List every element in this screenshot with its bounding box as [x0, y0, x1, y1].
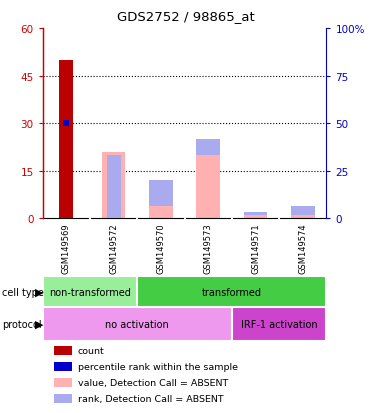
Bar [149, 206, 173, 219]
Bar [43, 308, 232, 341]
Bar [196, 156, 220, 219]
Text: GDS2752 / 98865_at: GDS2752 / 98865_at [116, 10, 255, 23]
Text: ▶: ▶ [35, 287, 43, 297]
Bar [196, 140, 220, 156]
Text: GSM149569: GSM149569 [62, 223, 71, 273]
Text: rank, Detection Call = ABSENT: rank, Detection Call = ABSENT [78, 394, 224, 403]
Text: cell type: cell type [2, 287, 44, 297]
Bar [137, 277, 326, 308]
Text: transformed: transformed [202, 287, 262, 297]
Bar [149, 181, 173, 206]
Text: GSM149572: GSM149572 [109, 223, 118, 273]
Text: no activation: no activation [105, 319, 169, 329]
Bar [106, 156, 121, 219]
Bar [232, 308, 326, 341]
Text: GSM149574: GSM149574 [298, 223, 307, 273]
Bar [244, 216, 267, 219]
Text: protocol: protocol [2, 319, 42, 329]
Text: IRF-1 activation: IRF-1 activation [241, 319, 318, 329]
Text: count: count [78, 346, 105, 355]
Bar [43, 277, 137, 308]
Bar [291, 216, 315, 219]
Text: non-transformed: non-transformed [49, 287, 131, 297]
Text: value, Detection Call = ABSENT: value, Detection Call = ABSENT [78, 378, 228, 387]
Bar [244, 213, 267, 216]
Bar [291, 206, 315, 216]
Bar [102, 152, 125, 219]
Text: GSM149570: GSM149570 [157, 223, 165, 273]
Text: GSM149573: GSM149573 [204, 223, 213, 273]
Text: GSM149571: GSM149571 [251, 223, 260, 273]
Text: ▶: ▶ [35, 319, 43, 329]
Text: percentile rank within the sample: percentile rank within the sample [78, 362, 238, 371]
Bar [59, 61, 73, 219]
